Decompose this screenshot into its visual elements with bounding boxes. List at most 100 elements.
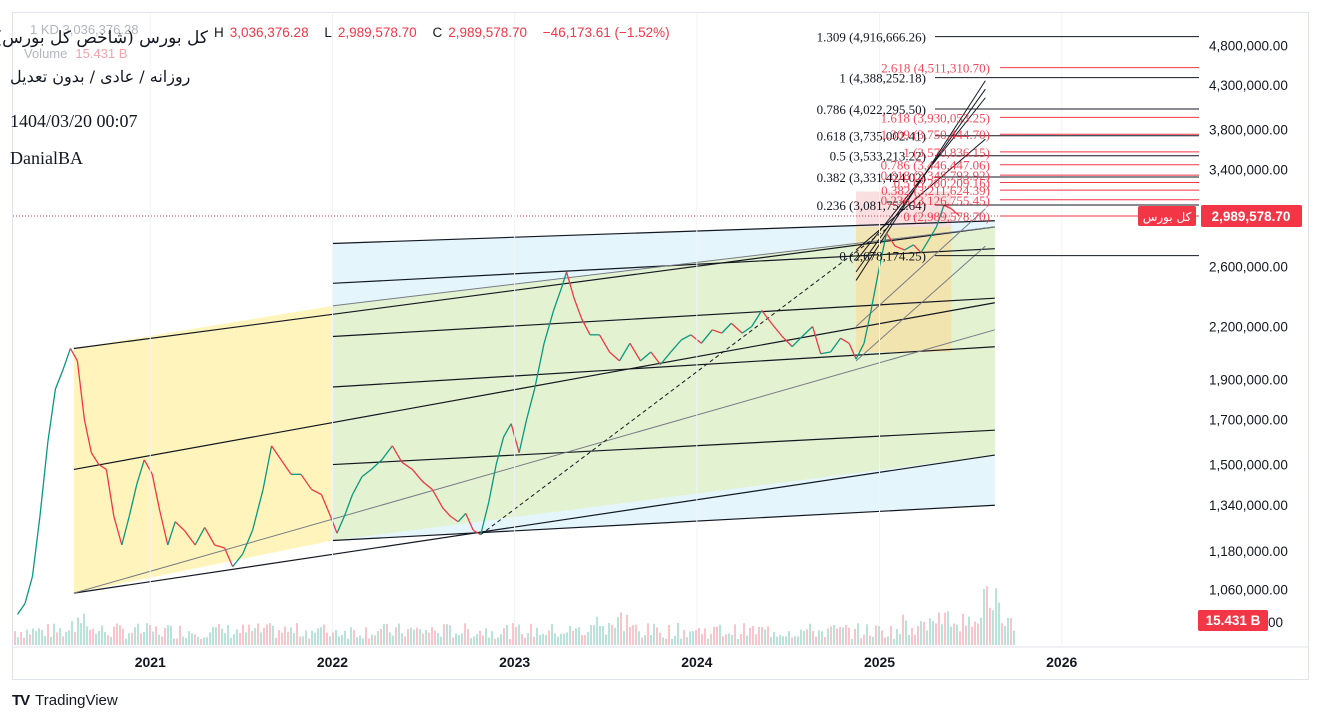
volume-bar xyxy=(746,635,748,645)
tradingview-logo-icon: TV xyxy=(12,692,30,709)
volume-bar xyxy=(59,628,61,645)
price-segment xyxy=(370,459,383,470)
volume-bar xyxy=(941,624,943,645)
price-segment xyxy=(863,310,872,344)
volume-bar xyxy=(233,634,235,645)
volume-bar xyxy=(545,634,547,645)
price-segment xyxy=(105,469,115,517)
ohlc-readout: H 3,036,376.28 L 2,989,578.70 C 2,989,578.7… xyxy=(214,25,676,40)
volume-bar xyxy=(77,617,79,645)
volume-bar xyxy=(95,633,97,645)
close-label: C xyxy=(432,25,443,40)
volume-bar xyxy=(461,633,463,645)
volume-bar xyxy=(35,631,37,645)
price-segment xyxy=(885,232,896,247)
price-segment xyxy=(580,318,591,336)
volume-bar xyxy=(1007,617,1009,645)
fib-red-label-3: 1 (3,570,836.15) xyxy=(903,145,990,160)
volume-bar xyxy=(266,624,268,645)
channel-1-line-5 xyxy=(332,504,995,542)
price-axis-label-8: 1,500,000.00 xyxy=(1209,458,1288,473)
price-segment xyxy=(560,271,568,288)
price-segment xyxy=(609,351,620,362)
volume-bar xyxy=(44,636,46,645)
volume-bar xyxy=(74,631,76,645)
volume-bar xyxy=(191,633,193,645)
volume-bar xyxy=(113,626,115,645)
volume-bar xyxy=(497,637,499,645)
volume-bar xyxy=(245,632,247,645)
volume-bar xyxy=(608,622,610,645)
volume-bar xyxy=(179,625,181,645)
volume-bar xyxy=(404,636,406,645)
price-segment xyxy=(741,325,753,334)
tradingview-brand[interactable]: TV TradingView xyxy=(12,692,118,709)
volume-bar xyxy=(674,636,676,645)
volume-bar xyxy=(533,636,535,645)
volume-bar xyxy=(386,623,388,645)
fib-red-label-7: 0.382 (3,211,624.39) xyxy=(881,183,990,198)
volume-bar xyxy=(227,624,229,645)
volume-bar xyxy=(566,632,568,645)
volume-bar xyxy=(293,633,295,645)
volume-bar xyxy=(17,637,19,645)
volume-bar xyxy=(104,631,106,645)
price-segment xyxy=(465,513,474,531)
price-segment xyxy=(670,339,682,353)
volume-bar xyxy=(1013,630,1015,645)
volume-bar xyxy=(698,627,700,645)
volume-bar xyxy=(176,638,178,645)
volume-bar xyxy=(401,633,403,645)
fan-grey-line-0 xyxy=(855,208,986,327)
volume-bar xyxy=(854,628,856,645)
volume-bar xyxy=(257,623,259,645)
chart-date: 1404/03/20 00:07 xyxy=(10,111,138,131)
channel-1-line-2 xyxy=(332,297,995,338)
volume-bar xyxy=(632,625,634,645)
last-price-badge xyxy=(1201,204,1302,227)
volume-bar xyxy=(269,623,271,645)
volume-bar xyxy=(554,633,556,645)
volume-bar xyxy=(449,625,451,645)
volume-bar xyxy=(473,636,475,645)
volume-bar xyxy=(818,630,820,645)
volume-bar xyxy=(68,630,70,645)
volume-bar xyxy=(551,623,553,645)
volume-bar xyxy=(797,636,799,645)
fib-red-label-0: 2.618 (4,511,310.70) xyxy=(881,61,990,76)
volume-bar xyxy=(593,625,595,645)
price-segment xyxy=(943,204,952,210)
volume-badge xyxy=(1198,610,1268,631)
price-axis-label-10: 1,180,000.00 xyxy=(1209,544,1288,559)
close-value: 2,989,578.70 xyxy=(448,25,528,40)
volume-bar xyxy=(782,636,784,645)
volume-bar xyxy=(701,634,703,645)
price-segment xyxy=(183,529,196,546)
volume-bar xyxy=(743,623,745,645)
volume-bar xyxy=(596,616,598,645)
price-segment xyxy=(271,445,282,461)
volume-bar xyxy=(725,634,727,645)
volume-bar xyxy=(119,625,121,645)
volume-bar xyxy=(536,627,538,645)
price-axis-label-5: 2,200,000.00 xyxy=(1209,320,1288,335)
volume-bar xyxy=(491,631,493,645)
price-segment xyxy=(351,476,363,495)
volume-bar xyxy=(29,634,31,645)
volume-bar xyxy=(26,629,28,645)
price-segment xyxy=(251,489,264,531)
volume-bar xyxy=(926,630,928,645)
volume-bar xyxy=(239,632,241,645)
volume-bar xyxy=(1001,623,1003,645)
volume-bar xyxy=(281,632,283,645)
volume-bar xyxy=(458,635,460,645)
price-segment xyxy=(525,388,536,420)
zone-0 xyxy=(73,305,333,594)
price-segment xyxy=(812,326,822,354)
price-segment xyxy=(894,245,905,251)
volume-bar xyxy=(275,637,277,645)
symbol-title[interactable]: کل بورس (شاخص کل بورس) xyxy=(0,28,208,48)
price-segment xyxy=(772,324,783,337)
volume-bar xyxy=(212,626,214,645)
